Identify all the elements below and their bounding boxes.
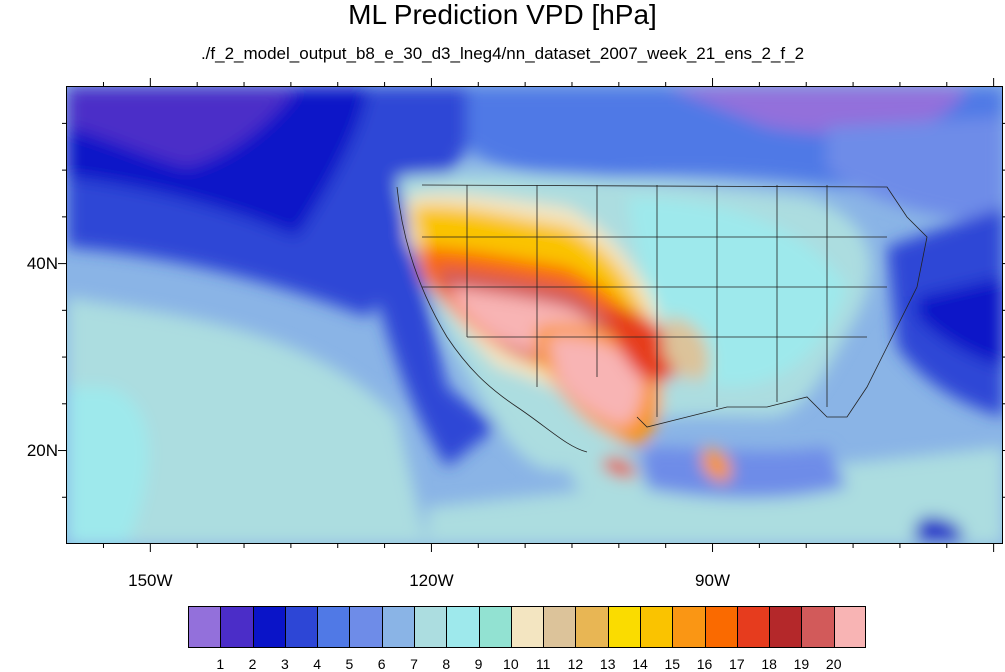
colorbar-swatch <box>349 606 383 648</box>
colorbar-swatch <box>317 606 350 648</box>
colorbar-swatch <box>736 606 770 648</box>
colorbar-label: 12 <box>567 656 584 672</box>
colorbar-label: 18 <box>761 656 777 672</box>
vpd-field <box>67 87 1002 543</box>
colorbar-swatch <box>414 606 447 648</box>
vpd-contours <box>67 87 1002 543</box>
colorbar-swatch <box>801 606 835 648</box>
colorbar-swatch <box>188 606 221 648</box>
colorbar-label: 16 <box>696 656 713 672</box>
colorbar-label: 7 <box>410 656 418 672</box>
colorbar-swatch <box>575 606 609 648</box>
lat-label-40n: 40N <box>26 253 58 273</box>
lat-label-20n: 20N <box>26 440 58 460</box>
lon-label-120w: 120W <box>409 571 454 590</box>
colorbar-label: 13 <box>599 656 616 672</box>
boundary-lines <box>396 184 928 453</box>
colorbar-label: 20 <box>825 656 842 672</box>
colorbar-label: 19 <box>793 656 810 672</box>
colorbar-label: 8 <box>442 656 451 672</box>
colorbar-label: 11 <box>535 656 551 672</box>
map-title: ML Prediction VPD [hPa] <box>348 0 657 30</box>
lon-label-150w: 150W <box>128 571 173 590</box>
lon-label-90w: 90W <box>695 571 730 590</box>
colorbar-label: 6 <box>377 656 386 672</box>
colorbar-label: 5 <box>345 656 354 672</box>
colorbar-label: 14 <box>632 656 648 672</box>
vpd-map <box>66 86 1003 544</box>
colorbar-label: 3 <box>280 656 289 672</box>
colorbar-swatch <box>607 606 641 648</box>
colorbar-swatch <box>769 606 802 648</box>
colorbar-label: 1 <box>216 656 225 672</box>
colorbar-label: 9 <box>474 656 483 672</box>
colorbar-label: 4 <box>313 656 322 672</box>
colorbar-swatch <box>446 606 480 648</box>
colorbar-swatch <box>220 606 254 648</box>
colorbar-label: 17 <box>729 656 745 672</box>
colorbar-swatch <box>381 606 415 648</box>
colorbar-swatch <box>704 606 738 648</box>
colorbar-swatch <box>252 606 286 648</box>
colorbar-swatch <box>833 606 867 648</box>
colorbar-swatch <box>510 606 544 648</box>
colorbar-swatch <box>640 606 673 648</box>
colorbar-swatch <box>284 606 318 648</box>
colorbar-label: 2 <box>248 656 257 672</box>
colorbar-label: 10 <box>503 656 519 672</box>
colorbar-label: 15 <box>664 656 681 672</box>
map-subtitle: ./f_2_model_output_b8_e_30_d3_lneg4/nn_d… <box>200 44 805 63</box>
colorbar: 1 2 3 4 5 6 7 8 9 10 11 12 13 14 15 16 17 18 19 20 <box>188 606 867 672</box>
colorbar-swatch <box>478 606 512 648</box>
colorbar-swatch <box>543 606 576 648</box>
colorbar-swatch <box>672 606 706 648</box>
